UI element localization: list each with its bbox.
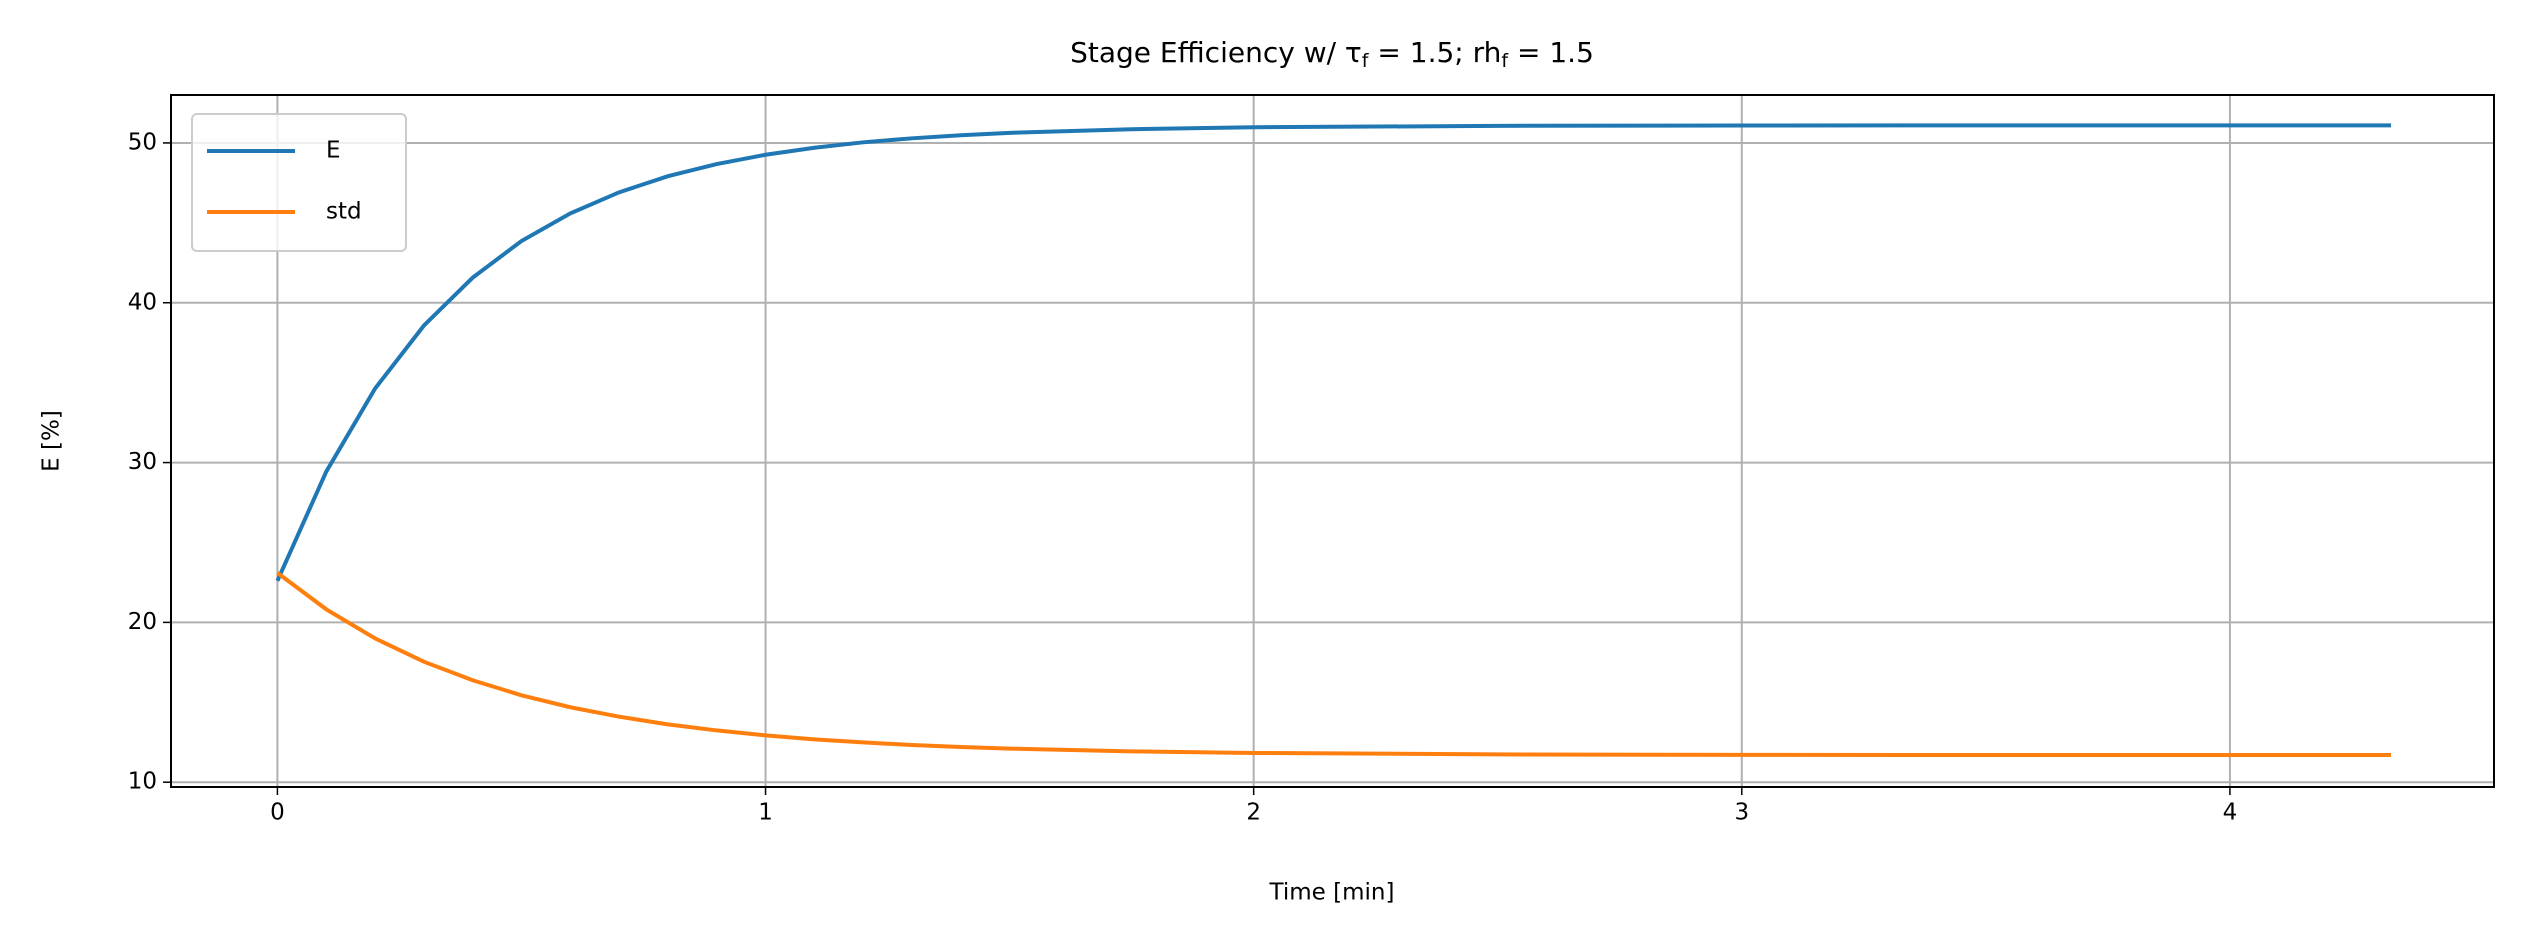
y-tick-label: 10 — [128, 769, 157, 795]
title-part: Stage Efficiency w/ τ — [1070, 36, 1362, 69]
y-tick-label: 20 — [128, 609, 157, 635]
title-subscript: f — [1501, 50, 1509, 72]
x-tick-label: 2 — [1246, 800, 1261, 826]
y-tick-label: 40 — [128, 289, 157, 315]
y-tick-label: 30 — [128, 449, 157, 475]
legend-label: E — [326, 138, 341, 164]
data-line — [275, 123, 2392, 582]
data-line — [276, 571, 2392, 758]
legend-label: std — [326, 199, 362, 225]
x-tick-label: 4 — [2223, 800, 2238, 826]
x-tick-label: 3 — [1734, 800, 1749, 826]
y-tick-label: 50 — [128, 129, 157, 155]
plot-frame — [170, 94, 2495, 788]
chart-title: Stage Efficiency w/ τf = 1.5; rhf = 1.5 — [1070, 36, 1594, 72]
x-tick-label: 1 — [758, 800, 773, 826]
title-part: = 1.5 — [1508, 36, 1594, 69]
legend-box — [191, 113, 407, 252]
y-axis-label: E [%] — [39, 410, 65, 472]
x-tick-label: 0 — [270, 800, 285, 826]
x-axis-label: Time [min] — [1269, 880, 1395, 906]
title-subscript: f — [1362, 50, 1370, 72]
title-part: = 1.5; rh — [1369, 36, 1502, 69]
